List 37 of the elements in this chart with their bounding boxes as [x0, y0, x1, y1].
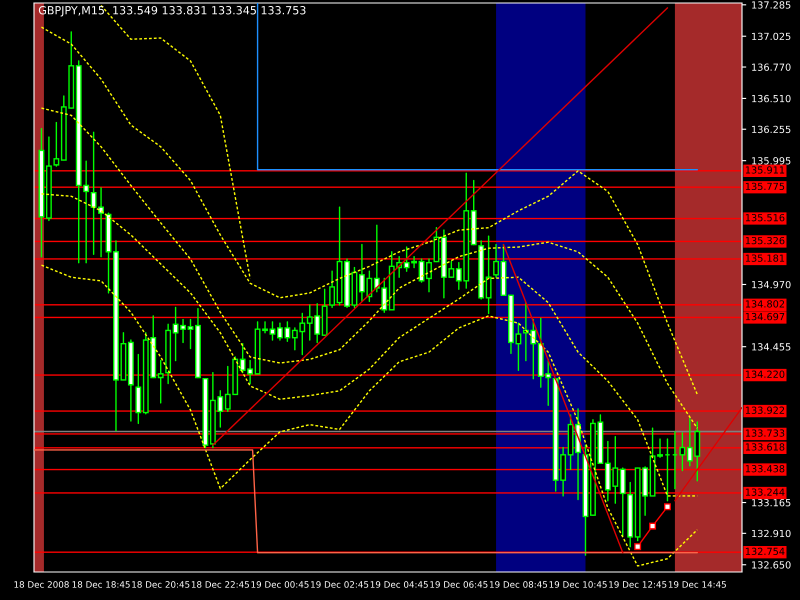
x-tick-label: 18 Dec 20:45 [132, 581, 190, 588]
x-tick-label: 19 Dec 10:45 [550, 581, 607, 588]
y-tick-label: 134.455 [752, 343, 790, 351]
ref-line-label: 135.181 [746, 254, 784, 262]
x-tick-label: 19 Dec 04:45 [370, 581, 428, 588]
y-tick-label: 136.770 [752, 64, 791, 71]
y-tick-label: 137.025 [752, 32, 790, 40]
x-tick-label: 19 Dec 06:45 [430, 581, 488, 588]
x-tick-label: 18 Dec 2008 [14, 581, 69, 588]
ref-line-label: 134.697 [746, 312, 784, 320]
ref-line-label: 134.802 [746, 300, 784, 308]
x-tick-label: 19 Dec 08:45 [490, 581, 548, 588]
ref-line-label: 133.922 [746, 406, 784, 414]
y-tick-label: 136.255 [752, 126, 790, 134]
x-tick-label: 18 Dec 18:45 [72, 581, 130, 588]
ref-line-label: 134.220 [746, 370, 784, 378]
ref-line-label: 135.326 [746, 236, 784, 244]
x-tick-label: 19 Dec 02:45 [311, 581, 368, 588]
y-tick-label: 137.285 [752, 1, 790, 9]
y-tick-label: 136.510 [752, 94, 791, 102]
ref-line-label: 132.754 [746, 548, 784, 556]
ref-line-label: 133.438 [746, 465, 784, 472]
ref-line-label: 135.911 [746, 166, 784, 174]
ref-line-label: 135.516 [746, 214, 784, 222]
x-tick-label: 18 Dec 22:45 [192, 581, 249, 588]
y-tick-label: 132.650 [752, 561, 791, 569]
ref-line-label: 133.244 [746, 488, 784, 496]
ref-line-label: 133.733 [746, 429, 784, 437]
y-tick-label: 133.165 [752, 499, 790, 506]
x-tick-label: 19 Dec 14:45 [668, 581, 726, 588]
y-tick-label: 132.910 [752, 530, 791, 538]
ref-line-label: 135.775 [746, 182, 784, 190]
ref-line-label: 133.618 [746, 443, 784, 451]
y-tick-label: 134.970 [752, 280, 791, 288]
y-tick-label: 135.995 [752, 157, 790, 164]
x-tick-label: 19 Dec 00:45 [251, 581, 309, 588]
x-tick-label: 19 Dec 12:45 [609, 581, 666, 588]
